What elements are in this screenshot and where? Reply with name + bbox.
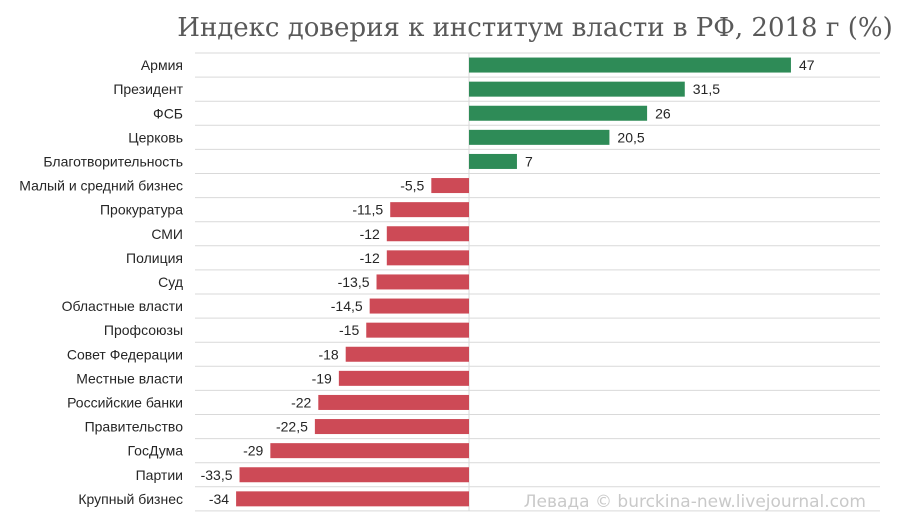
category-label: Президент: [113, 81, 183, 97]
chart-title: Индекс доверия к институм власти в РФ, 2…: [177, 13, 892, 43]
category-label: Совет Федерации: [67, 346, 183, 362]
category-label: Армия: [141, 57, 183, 73]
data-label: -18: [318, 346, 338, 362]
category-label: Благотворительность: [43, 153, 183, 169]
data-label: -15: [339, 322, 359, 338]
watermark: Левада © burckina-new.livejournal.com: [524, 492, 866, 512]
data-label: -13,5: [338, 274, 370, 290]
grid-lines: [195, 52, 880, 512]
category-label: Российские банки: [67, 394, 183, 410]
data-label: -34: [209, 491, 229, 507]
category-label: Прокуратура: [100, 202, 183, 218]
bar: [386, 250, 469, 266]
bar: [469, 81, 685, 97]
category-label: Малый и средний бизнес: [19, 178, 183, 194]
data-label: -33,5: [201, 467, 233, 483]
bar: [469, 129, 610, 145]
bar: [386, 226, 469, 242]
bar: [376, 274, 469, 290]
data-labels: 47 31,5 26 20,5 7 -5,5 -11,5 -12 -12 -13,5 -14,5 -1…: [201, 57, 815, 507]
data-label: -12: [360, 226, 380, 242]
category-label: ГосДума: [128, 443, 184, 459]
category-label: Полиция: [126, 250, 183, 266]
bar: [369, 298, 469, 314]
bar: [390, 202, 469, 218]
bar: [270, 443, 469, 459]
category-labels: Армия Президент ФСБ Церковь Благотворительно…: [19, 57, 183, 507]
bars: [236, 57, 791, 507]
bar: [236, 491, 469, 507]
category-label: Правительство: [85, 419, 184, 435]
category-label: Крупный бизнес: [78, 491, 183, 507]
bar: [469, 105, 648, 121]
data-label: 47: [799, 57, 815, 73]
data-label: 20,5: [617, 129, 644, 145]
data-label: -22,5: [276, 419, 308, 435]
category-label: Церковь: [128, 129, 183, 145]
category-label: ФСБ: [153, 105, 183, 121]
category-label: Партии: [136, 467, 183, 483]
data-label: -19: [312, 370, 332, 386]
bar: [239, 467, 469, 483]
bar: [318, 394, 469, 410]
bar: [314, 419, 469, 435]
data-label: -12: [360, 250, 380, 266]
data-label: -11,5: [352, 202, 383, 218]
data-label: -14,5: [331, 298, 363, 314]
bar: [469, 153, 517, 169]
data-label: -29: [243, 443, 263, 459]
category-label: СМИ: [151, 226, 183, 242]
data-label: 26: [655, 105, 671, 121]
data-label: 7: [525, 153, 533, 169]
category-label: Суд: [158, 274, 183, 290]
data-label: -5,5: [400, 178, 424, 194]
data-label: -22: [291, 394, 311, 410]
category-label: Местные власти: [76, 370, 183, 386]
data-label: 31,5: [693, 81, 720, 97]
bar: [366, 322, 469, 338]
bar: [431, 178, 469, 194]
bar: [469, 57, 791, 73]
bar: [345, 346, 469, 362]
category-label: Профсоюзы: [104, 322, 183, 338]
bar: [338, 370, 469, 386]
category-label: Областные власти: [62, 298, 183, 314]
